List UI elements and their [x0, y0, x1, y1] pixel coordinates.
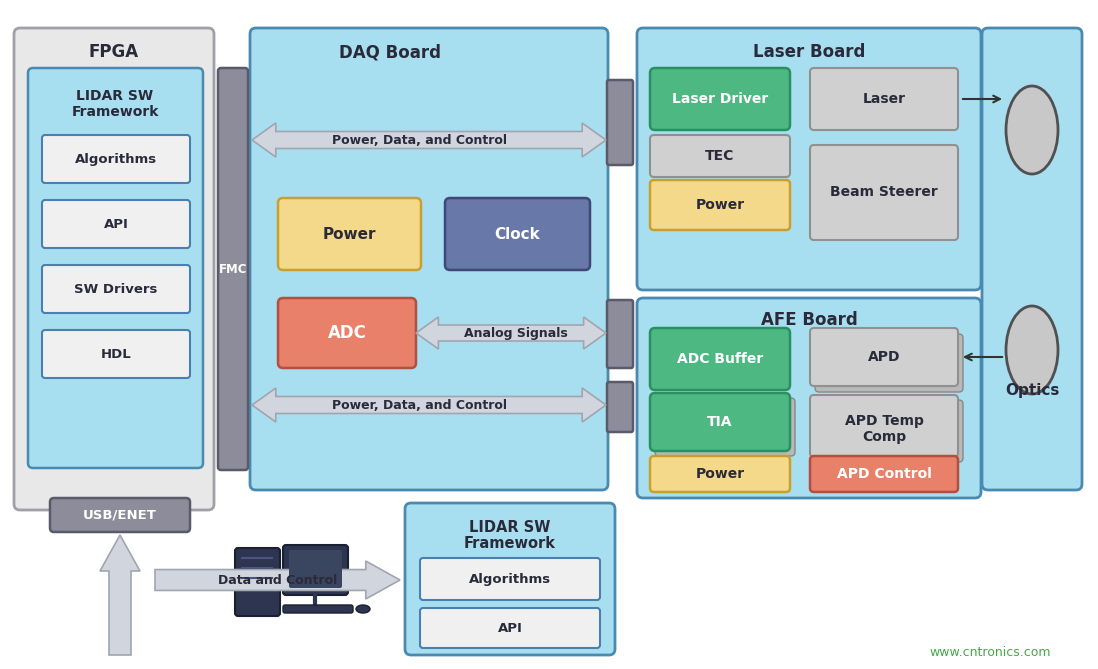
Text: Power, Data, and Control: Power, Data, and Control [333, 134, 507, 147]
FancyBboxPatch shape [289, 550, 341, 588]
FancyBboxPatch shape [810, 328, 957, 386]
FancyBboxPatch shape [650, 393, 789, 451]
Ellipse shape [1006, 86, 1058, 174]
FancyBboxPatch shape [42, 135, 190, 183]
FancyBboxPatch shape [235, 548, 280, 616]
FancyBboxPatch shape [42, 200, 190, 248]
Text: ADC Buffer: ADC Buffer [676, 352, 763, 366]
Polygon shape [253, 123, 606, 157]
Text: LIDAR SW: LIDAR SW [77, 89, 154, 103]
Text: Laser: Laser [863, 92, 906, 106]
FancyBboxPatch shape [421, 608, 600, 648]
FancyBboxPatch shape [607, 80, 634, 165]
Text: APD Control: APD Control [837, 467, 931, 481]
FancyBboxPatch shape [42, 330, 190, 378]
Ellipse shape [356, 605, 370, 613]
FancyBboxPatch shape [607, 382, 634, 432]
FancyBboxPatch shape [650, 456, 789, 492]
FancyBboxPatch shape [650, 328, 789, 390]
FancyBboxPatch shape [650, 180, 789, 230]
FancyBboxPatch shape [29, 68, 203, 468]
Text: DAQ Board: DAQ Board [339, 43, 441, 61]
FancyBboxPatch shape [810, 145, 957, 240]
Text: Laser Board: Laser Board [753, 43, 865, 61]
FancyBboxPatch shape [650, 135, 789, 177]
Text: USB/ENET: USB/ENET [83, 508, 157, 522]
FancyBboxPatch shape [607, 300, 634, 368]
FancyBboxPatch shape [637, 28, 981, 290]
FancyBboxPatch shape [283, 605, 352, 613]
Text: Framework: Framework [464, 537, 556, 551]
FancyBboxPatch shape [810, 68, 957, 130]
Text: TEC: TEC [705, 149, 735, 163]
FancyBboxPatch shape [982, 28, 1082, 490]
Text: SW Drivers: SW Drivers [75, 282, 158, 296]
Text: FPGA: FPGA [89, 43, 139, 61]
Text: ADC: ADC [327, 324, 367, 342]
FancyBboxPatch shape [445, 198, 590, 270]
Text: Beam Steerer: Beam Steerer [830, 185, 938, 199]
Polygon shape [155, 561, 400, 599]
Text: LIDAR SW: LIDAR SW [469, 520, 551, 535]
FancyBboxPatch shape [656, 398, 795, 456]
Text: APD Temp: APD Temp [844, 414, 923, 428]
Text: APD: APD [867, 350, 900, 364]
Text: AFE Board: AFE Board [761, 311, 858, 329]
FancyBboxPatch shape [14, 28, 214, 510]
Polygon shape [100, 535, 141, 655]
FancyBboxPatch shape [421, 558, 600, 600]
Ellipse shape [1006, 306, 1058, 394]
FancyBboxPatch shape [278, 198, 421, 270]
FancyBboxPatch shape [405, 503, 615, 655]
FancyBboxPatch shape [250, 28, 608, 490]
Text: Algorithms: Algorithms [469, 573, 551, 585]
Text: Laser Driver: Laser Driver [672, 92, 769, 106]
FancyBboxPatch shape [637, 298, 981, 498]
FancyBboxPatch shape [650, 68, 789, 130]
FancyBboxPatch shape [219, 68, 248, 470]
Text: Algorithms: Algorithms [75, 153, 157, 165]
Text: Analog Signals: Analog Signals [464, 326, 568, 339]
FancyBboxPatch shape [810, 456, 957, 492]
Text: TIA: TIA [707, 415, 732, 429]
Text: Optics: Optics [1005, 383, 1060, 397]
Text: Comp: Comp [862, 430, 906, 444]
FancyBboxPatch shape [810, 395, 957, 457]
Polygon shape [253, 388, 606, 422]
FancyBboxPatch shape [283, 545, 348, 595]
FancyBboxPatch shape [815, 334, 963, 392]
Text: FMC: FMC [219, 262, 247, 276]
Text: Power: Power [322, 227, 376, 242]
Text: API: API [103, 217, 128, 231]
Text: Framework: Framework [71, 105, 159, 119]
FancyBboxPatch shape [51, 498, 190, 532]
Text: API: API [497, 622, 523, 634]
Text: Power, Data, and Control: Power, Data, and Control [333, 399, 507, 411]
Text: Clock: Clock [494, 227, 540, 242]
FancyBboxPatch shape [42, 265, 190, 313]
Text: www.cntronics.com: www.cntronics.com [929, 646, 1051, 658]
Text: Power: Power [695, 467, 744, 481]
Text: HDL: HDL [101, 347, 132, 361]
Polygon shape [416, 317, 606, 349]
FancyBboxPatch shape [815, 400, 963, 462]
FancyBboxPatch shape [278, 298, 416, 368]
Text: Data and Control: Data and Control [219, 573, 337, 587]
Text: Power: Power [695, 198, 744, 212]
